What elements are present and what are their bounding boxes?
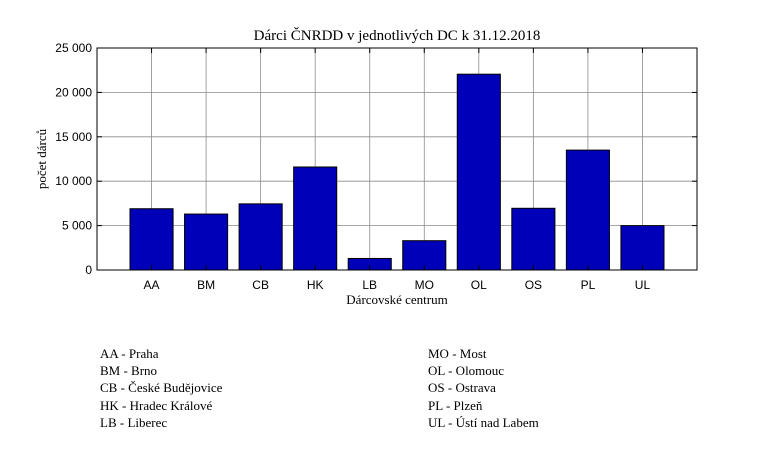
- legend-entry: OL - Olomouc: [428, 363, 505, 379]
- chart-title: Dárci ČNRDD v jednotlivých DC k 31.12.20…: [254, 27, 541, 44]
- legend-right: MO - Most OL - Olomouc OS - Ostrava PL - Pl…: [428, 345, 539, 431]
- bars: [129, 73, 665, 271]
- x-tick-label: OL: [471, 278, 487, 292]
- x-tick-label: UL: [635, 278, 651, 292]
- legend-entry: HK - Hradec Králové: [100, 397, 213, 413]
- legend-entry: CB - České Budějovice: [100, 380, 223, 396]
- y-tick-label: 0: [85, 263, 92, 277]
- plot-frame: [96, 47, 698, 271]
- legend-entry: BM - Brno: [100, 363, 158, 379]
- y-tick-label: 10 000: [55, 174, 92, 188]
- legend-entry: AA - Praha: [100, 346, 159, 361]
- x-axis-label: Dárcovské centrum: [346, 292, 447, 307]
- x-tick-label: BM: [197, 278, 215, 292]
- y-tick-label: 5 000: [62, 219, 92, 233]
- x-tick-label: MO: [415, 278, 434, 292]
- legend-entry: OS - Ostrava: [428, 380, 496, 396]
- x-tick-label: OS: [525, 278, 542, 292]
- legend-entry: PL - Plzeň: [428, 397, 483, 413]
- bar-os: [511, 207, 556, 271]
- bar-bm: [184, 213, 229, 271]
- y-tick-label: 25 000: [55, 41, 92, 55]
- bar-chart: 0 5 000 10 000 15 000 20 000 25 000 AA BM CB HK LB…: [34, 27, 698, 307]
- bar-aa: [129, 208, 174, 271]
- legend-entry: MO - Most: [428, 346, 487, 361]
- legend-entry: UL - Ústí nad Labem: [428, 414, 539, 430]
- x-tick-label: AA: [144, 278, 160, 292]
- x-tick-label: CB: [252, 278, 269, 292]
- ticks: 0 5 000 10 000 15 000 20 000 25 000 AA BM CB HK LB…: [55, 41, 697, 292]
- x-tick-label: LB: [362, 278, 377, 292]
- x-tick-label: PL: [581, 278, 596, 292]
- bar-hk: [293, 166, 338, 271]
- bar-ol: [456, 73, 501, 271]
- bar-ul: [620, 225, 665, 271]
- y-axis-label: počet dárců: [34, 128, 49, 189]
- y-tick-label: 15 000: [55, 130, 92, 144]
- legend-entry: LB - Liberec: [100, 414, 168, 430]
- bar-pl: [565, 149, 610, 271]
- y-tick-label: 20 000: [55, 85, 92, 99]
- legend-left: AA - Praha BM - Brno CB - České Budějovice…: [100, 345, 222, 431]
- bar-cb: [238, 203, 283, 271]
- x-tick-label: HK: [307, 278, 324, 292]
